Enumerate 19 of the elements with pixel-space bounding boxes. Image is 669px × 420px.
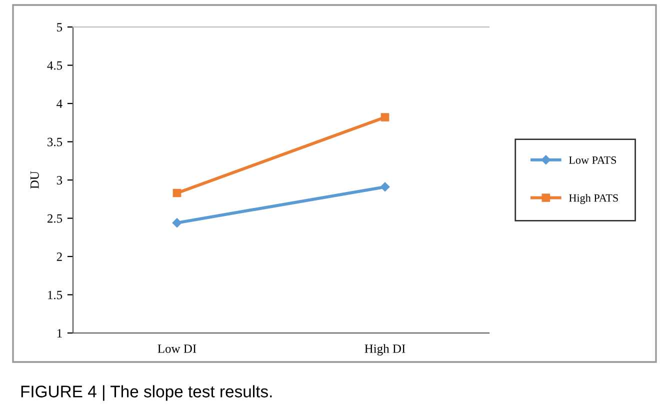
x-tick-label: High DI xyxy=(364,344,406,356)
y-tick-label: 1.5 xyxy=(48,290,62,300)
point xyxy=(380,182,390,192)
point xyxy=(380,113,390,122)
y-tick-label: 2.5 xyxy=(48,214,62,223)
y-tick-label: 5 xyxy=(57,23,62,32)
point xyxy=(172,218,182,228)
caption: FIGURE 4 | The slope test results. xyxy=(21,385,272,401)
point xyxy=(172,188,182,198)
legend-label: Low PATS xyxy=(569,156,616,164)
y-tick-label: 4.5 xyxy=(47,61,62,70)
y-tick-label: 3 xyxy=(56,176,62,184)
y-tick-label: 3.5 xyxy=(48,138,62,146)
y-tick-label: 1 xyxy=(57,329,62,338)
y-tick-label: 4 xyxy=(56,100,62,108)
legend-label: High PATS xyxy=(569,194,618,204)
y-axis-title: DU xyxy=(30,171,39,189)
x-tick-label: Low DI xyxy=(158,344,196,353)
y-tick-label: 2 xyxy=(56,252,62,261)
